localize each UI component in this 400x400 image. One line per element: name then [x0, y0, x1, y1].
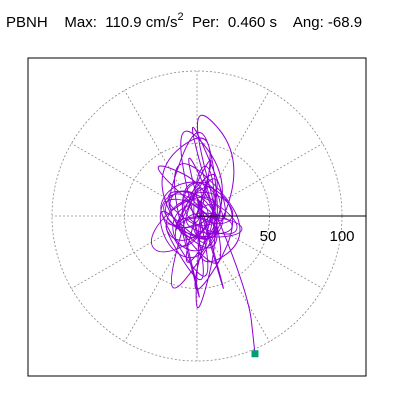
trace-loop	[183, 181, 221, 227]
grid-spoke-30	[224, 143, 323, 201]
grid-spoke-210	[71, 231, 170, 289]
trace-loop	[186, 212, 233, 235]
trace-loop	[172, 204, 218, 252]
grid-spoke-60	[212, 90, 270, 189]
station-code: PBNH	[6, 14, 48, 31]
grid-spoke-150	[71, 143, 170, 201]
ring-label-50: 50	[260, 228, 277, 245]
period-value: 0.460 s	[227, 14, 278, 31]
max-label: Max:	[64, 14, 97, 31]
max-exponent: 2	[177, 11, 184, 23]
trace-loop	[175, 216, 243, 238]
trace-loop	[160, 181, 217, 229]
trace-path	[157, 115, 256, 354]
trace-end-marker	[251, 350, 259, 358]
trace-loop	[159, 193, 209, 259]
period-label: Per:	[191, 14, 220, 31]
grid-spoke-120	[124, 90, 182, 189]
chart-header: PBNH Max: 110.9 cm/s2 Per: 0.460 s Ang: …	[6, 11, 363, 31]
plot-frame	[27, 57, 367, 377]
trace-loop	[174, 186, 217, 247]
grid-spoke-240	[124, 243, 182, 342]
trace-loop	[167, 190, 238, 235]
trace-loop	[163, 198, 215, 238]
trace-loop	[200, 178, 222, 235]
trace-loop	[165, 199, 209, 241]
motion-trace	[151, 115, 259, 358]
trace-loop	[151, 196, 216, 253]
angle-label: Ang:	[292, 14, 324, 31]
grid-spoke-330	[224, 231, 323, 289]
ring-label-100: 100	[329, 228, 354, 245]
angle-value: -68.9	[327, 14, 363, 31]
max-value: 110.9 cm/s	[105, 14, 178, 31]
grid-spoke-300	[212, 243, 270, 342]
